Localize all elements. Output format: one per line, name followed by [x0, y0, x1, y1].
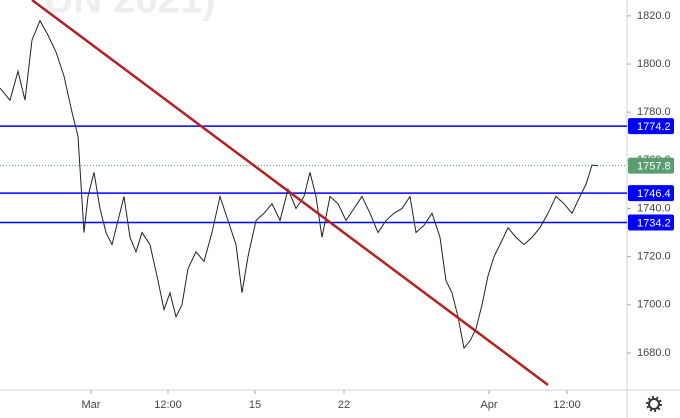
price-tag-label: 1734.2 — [637, 217, 671, 229]
price-tag — [628, 118, 674, 135]
settings-icon[interactable] — [646, 396, 662, 412]
y-tick-label: 1680.0 — [637, 347, 671, 359]
price-tag-label: 1757.8 — [637, 161, 671, 173]
gear-teeth[interactable] — [646, 396, 662, 412]
x-tick-label: Mar — [82, 399, 101, 411]
trendline — [31, 0, 549, 386]
price-tag-label: 1746.4 — [637, 188, 671, 200]
watermark: UN 2021) — [44, 0, 215, 22]
y-tick-label: 1800.0 — [637, 58, 671, 70]
y-tick-label: 1720.0 — [637, 251, 671, 263]
x-tick-label: 22 — [338, 399, 350, 411]
y-tick-label: 1820.0 — [637, 10, 671, 22]
x-tick-label: Apr — [480, 399, 497, 411]
price-tag — [628, 185, 674, 202]
gear[interactable] — [648, 398, 660, 410]
x-tick-label: 15 — [249, 399, 261, 411]
price-tag — [628, 157, 674, 174]
y-tick-label: 1780.0 — [637, 106, 671, 118]
y-tick-label: 1700.0 — [637, 299, 671, 311]
price-tag — [628, 214, 674, 231]
price-line — [0, 19, 599, 350]
y-tick-label: 1740.0 — [637, 202, 671, 214]
x-tick-label: 12:00 — [553, 399, 581, 411]
price-tag-label: 1774.2 — [637, 121, 671, 133]
x-tick-label: 12:00 — [154, 399, 182, 411]
